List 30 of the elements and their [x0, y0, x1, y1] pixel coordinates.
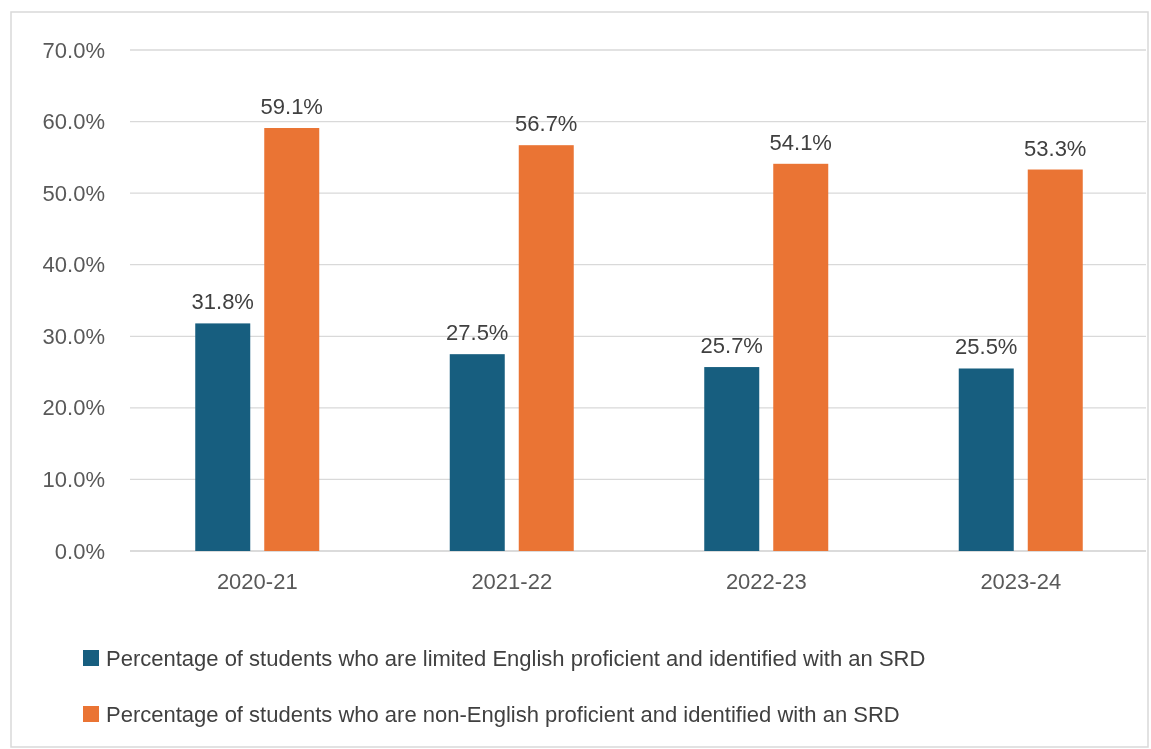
data-label: 54.1%: [769, 129, 832, 155]
y-tick-label: 50.0%: [42, 180, 105, 206]
bar: [958, 368, 1014, 551]
data-label: 56.7%: [515, 111, 578, 137]
bar: [773, 163, 829, 551]
y-tick-label: 30.0%: [42, 323, 105, 349]
legend-label: Percentage of students who are non-English proficient and identified with an SRD: [106, 701, 900, 727]
data-label: 59.1%: [260, 94, 323, 120]
data-label: 27.5%: [446, 320, 509, 346]
bar: [704, 367, 760, 551]
y-tick-label: 20.0%: [42, 395, 105, 421]
bar: [518, 145, 574, 551]
data-label: 53.3%: [1024, 135, 1087, 161]
y-tick-label: 40.0%: [42, 252, 105, 278]
bar: [449, 354, 505, 551]
data-label: 25.7%: [700, 333, 763, 359]
y-tick-label: 60.0%: [42, 109, 105, 135]
y-tick-label: 10.0%: [42, 466, 105, 492]
x-tick-label: 2023-24: [980, 569, 1062, 594]
y-tick-label: 70.0%: [42, 37, 105, 63]
data-label: 25.5%: [955, 334, 1018, 360]
bar: [195, 323, 251, 551]
bar: [1027, 169, 1083, 551]
legend-label: Percentage of students who are limited English proficient and identified with an SRD: [106, 645, 926, 671]
data-label: 31.8%: [191, 289, 254, 315]
x-tick-label: 2020-21: [216, 569, 298, 594]
bar: [264, 128, 320, 551]
x-tick-label: 2021-22: [471, 569, 553, 594]
x-tick-label: 2022-23: [725, 569, 807, 594]
y-tick-label: 0.0%: [54, 538, 105, 564]
